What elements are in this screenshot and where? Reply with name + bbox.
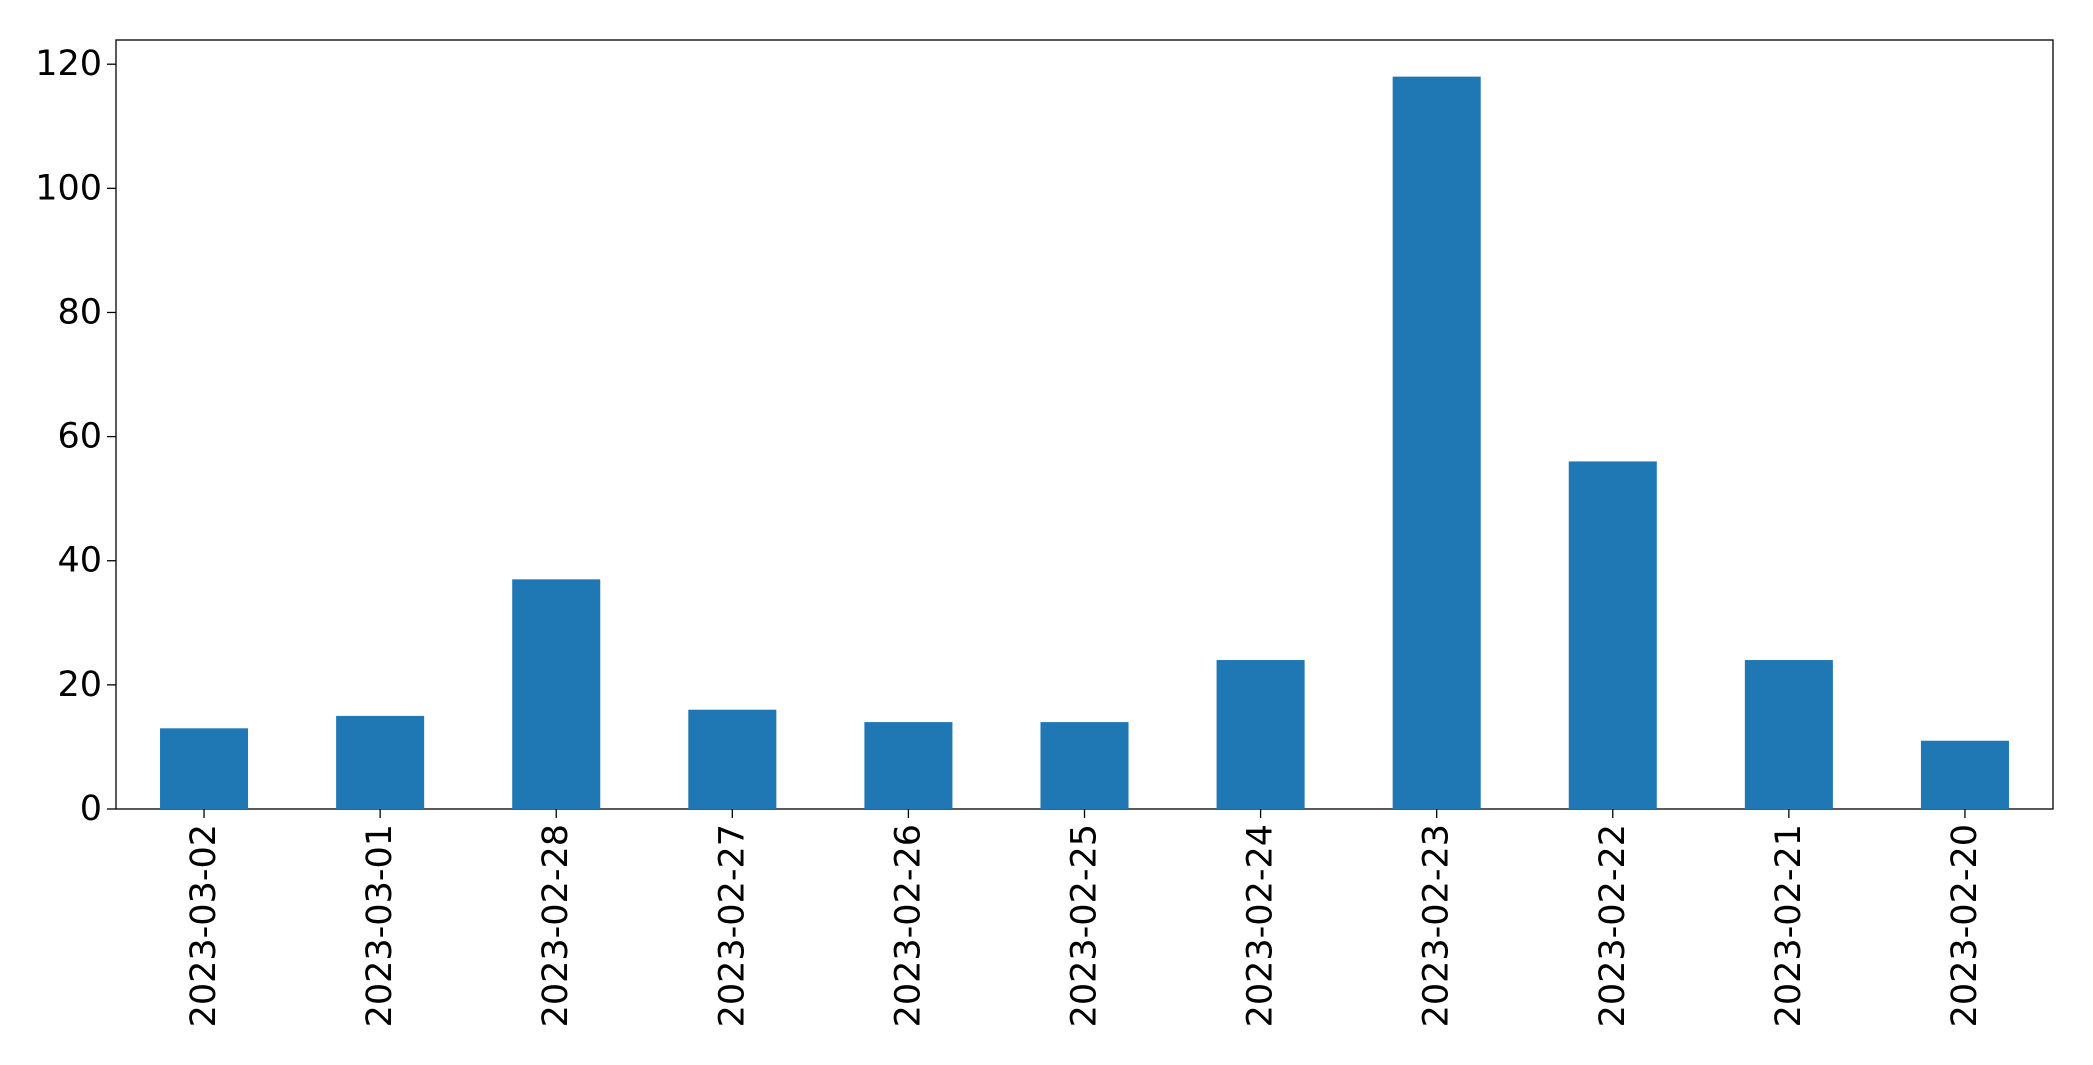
x-tick-label: 2023-03-02 (184, 824, 224, 1027)
bar (1216, 660, 1305, 809)
bar (1744, 660, 1833, 809)
y-tick-label: 80 (57, 292, 102, 332)
y-tick-label: 40 (57, 541, 102, 581)
x-tick-label: 2023-02-26 (888, 824, 928, 1027)
y-tick-label: 0 (80, 789, 102, 829)
x-tick-label: 2023-02-22 (1593, 824, 1633, 1027)
x-tick-label: 2023-02-25 (1065, 824, 1105, 1027)
bar (1040, 722, 1129, 809)
bar (688, 709, 777, 809)
y-tick-label: 100 (35, 168, 102, 208)
x-tick-label: 2023-02-27 (712, 824, 752, 1027)
bar (1392, 76, 1481, 810)
x-tick-label: 2023-02-23 (1417, 824, 1457, 1027)
bar (864, 722, 953, 809)
bar (160, 728, 249, 809)
x-tick-label: 2023-02-28 (536, 824, 576, 1027)
bar (1920, 740, 2009, 809)
y-tick-label: 20 (57, 665, 102, 705)
x-tick-label: 2023-02-24 (1241, 824, 1281, 1027)
x-tick-label: 2023-02-21 (1769, 824, 1809, 1027)
bar (1568, 461, 1657, 809)
x-tick-label: 2023-03-01 (360, 824, 400, 1027)
x-tick-label: 2023-02-20 (1945, 824, 1985, 1027)
bar (336, 715, 425, 809)
bar (512, 579, 601, 809)
y-tick-label: 60 (57, 417, 102, 457)
y-tick-label: 120 (35, 44, 102, 84)
